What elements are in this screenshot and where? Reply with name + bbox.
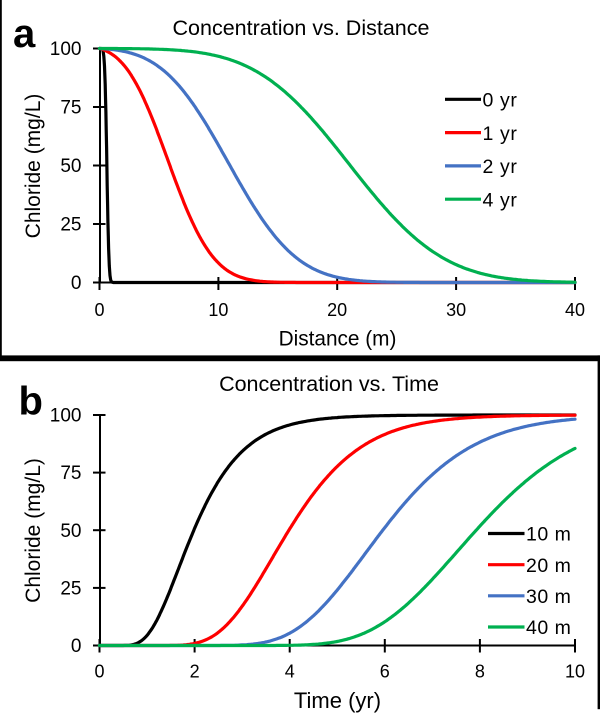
svg-text:6: 6 <box>380 662 390 682</box>
svg-text:2 yr: 2 yr <box>483 156 518 178</box>
svg-text:50: 50 <box>60 521 81 542</box>
svg-text:1 yr: 1 yr <box>483 123 518 145</box>
svg-text:100: 100 <box>50 406 82 427</box>
svg-text:2: 2 <box>190 662 200 682</box>
svg-text:10 m: 10 m <box>526 524 571 546</box>
svg-text:50: 50 <box>60 156 81 177</box>
svg-text:10: 10 <box>208 300 228 320</box>
svg-text:40 m: 40 m <box>526 617 571 639</box>
svg-text:20 m: 20 m <box>526 555 571 577</box>
svg-text:Concentration vs. Time: Concentration vs. Time <box>219 372 439 396</box>
svg-text:4 yr: 4 yr <box>483 189 518 211</box>
svg-text:100: 100 <box>50 39 82 60</box>
svg-text:0 yr: 0 yr <box>483 90 518 112</box>
svg-text:Distance (m): Distance (m) <box>279 328 397 351</box>
svg-text:Concentration vs. Distance: Concentration vs. Distance <box>173 16 430 40</box>
svg-text:0: 0 <box>94 300 104 320</box>
svg-text:10: 10 <box>565 662 585 682</box>
svg-text:30 m: 30 m <box>526 586 571 608</box>
svg-text:40: 40 <box>565 300 585 320</box>
svg-text:Chloride (mg/L): Chloride (mg/L) <box>22 94 45 239</box>
svg-text:b: b <box>19 380 43 424</box>
svg-text:a: a <box>13 12 36 56</box>
svg-text:25: 25 <box>60 215 81 236</box>
svg-text:30: 30 <box>446 300 466 320</box>
svg-text:25: 25 <box>60 578 81 599</box>
svg-text:Chloride (mg/L): Chloride (mg/L) <box>22 458 45 603</box>
svg-text:Time (yr): Time (yr) <box>294 688 381 713</box>
svg-text:20: 20 <box>327 300 347 320</box>
svg-text:8: 8 <box>475 662 485 682</box>
svg-text:0: 0 <box>94 662 104 682</box>
svg-text:0: 0 <box>71 636 82 657</box>
svg-text:0: 0 <box>71 273 82 294</box>
svg-text:75: 75 <box>60 98 81 119</box>
svg-text:4: 4 <box>285 662 295 682</box>
svg-text:75: 75 <box>60 463 81 484</box>
